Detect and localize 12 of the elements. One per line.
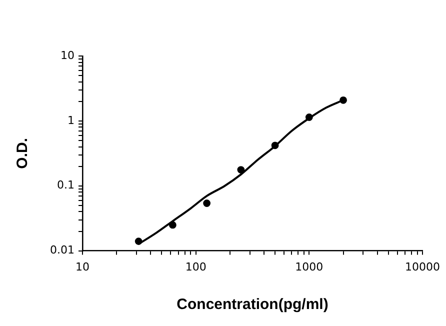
y-tick-label: 10 — [60, 48, 74, 62]
y-tick-label: 0.01 — [50, 244, 74, 257]
y-tick-label: 0.1 — [56, 178, 74, 192]
x-axis-title: Concentration(pg/ml) — [176, 296, 328, 314]
y-tick-label: 1 — [67, 114, 74, 127]
x-tick-label: 10000 — [405, 260, 440, 274]
x-tick-label: 10 — [75, 260, 90, 274]
point — [237, 166, 245, 174]
x-tick-label: 1000 — [295, 260, 324, 274]
y-axis-title: O.D. — [14, 138, 32, 169]
x-tick-label: 100 — [185, 260, 206, 274]
point — [203, 200, 211, 207]
